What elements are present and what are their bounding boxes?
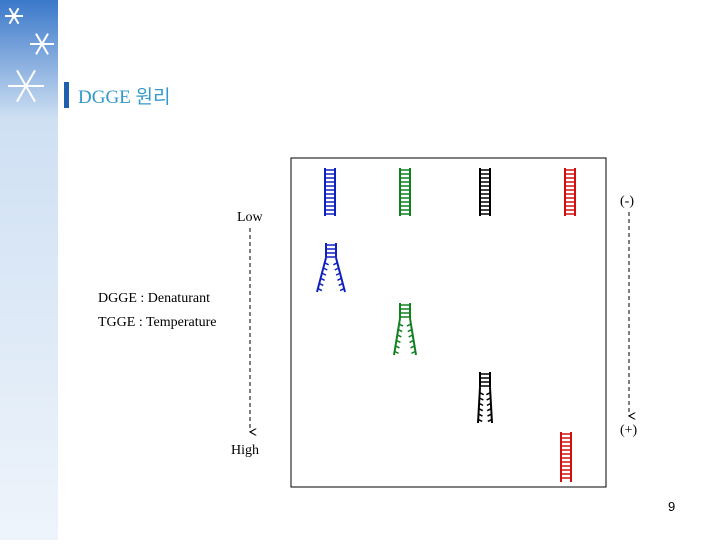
stub <box>337 277 342 281</box>
pole-positive: (+) <box>620 423 638 438</box>
stub <box>318 282 324 287</box>
stub <box>487 418 493 423</box>
stub <box>478 408 484 412</box>
flake-arm <box>16 85 27 103</box>
stub <box>397 328 403 333</box>
stub <box>338 282 344 287</box>
flake-arm <box>13 7 20 17</box>
stub <box>487 413 492 417</box>
stub <box>407 328 413 333</box>
dna-ladder <box>324 168 336 216</box>
stub <box>486 402 492 407</box>
flake-arm <box>8 7 15 17</box>
stub <box>396 334 402 338</box>
stub <box>398 323 404 327</box>
flake-arm <box>41 33 49 45</box>
stub <box>395 345 400 349</box>
flake-arm <box>35 33 43 45</box>
stub <box>478 402 484 407</box>
stub <box>411 350 416 355</box>
dna-ladder <box>399 303 411 319</box>
label-low: Low <box>237 210 264 225</box>
dna-ladder <box>479 372 491 388</box>
flake-arm <box>25 85 36 103</box>
flake-arm <box>8 15 15 25</box>
stub <box>394 350 399 355</box>
flake-arm <box>25 69 36 87</box>
page-number: 9 <box>668 499 675 514</box>
stub <box>322 267 328 271</box>
dna-fork <box>316 257 346 293</box>
stub <box>409 339 414 344</box>
dna-ladder <box>560 432 572 482</box>
stub <box>479 391 485 396</box>
flake-arm <box>35 43 43 55</box>
stub <box>486 397 491 401</box>
title: DGGE 원리 <box>78 86 170 108</box>
stub <box>320 277 325 281</box>
flake-arm <box>16 69 27 87</box>
stub <box>321 272 327 276</box>
flake-arm <box>41 43 49 55</box>
dna-ladder <box>479 168 491 216</box>
legend-line: DGGE : Denaturant <box>98 291 210 306</box>
stub <box>406 323 412 327</box>
label-high: High <box>231 443 259 458</box>
dna-ladder <box>325 243 337 258</box>
snowflakes <box>5 7 54 103</box>
stub <box>333 262 338 266</box>
legend-line: TGGE : Temperature <box>98 315 217 330</box>
stub <box>335 272 341 276</box>
stub <box>485 391 491 396</box>
dna-ladder <box>399 168 411 216</box>
dna-ladder <box>564 168 576 216</box>
title-bar <box>64 82 69 108</box>
gel-box <box>290 157 607 488</box>
stub <box>410 345 415 349</box>
stub <box>408 334 414 338</box>
dna-fork <box>393 318 417 356</box>
stub <box>478 413 483 417</box>
dna-fork <box>477 387 493 424</box>
stub <box>339 287 345 292</box>
stub <box>324 262 329 266</box>
stub <box>396 339 401 344</box>
stub <box>477 418 483 423</box>
stub <box>334 267 340 271</box>
flake-arm <box>13 15 20 25</box>
pole-negative: (-) <box>620 194 634 209</box>
stub <box>317 287 323 292</box>
stub <box>479 397 484 401</box>
dna-bands <box>316 168 576 482</box>
stub <box>486 408 492 412</box>
